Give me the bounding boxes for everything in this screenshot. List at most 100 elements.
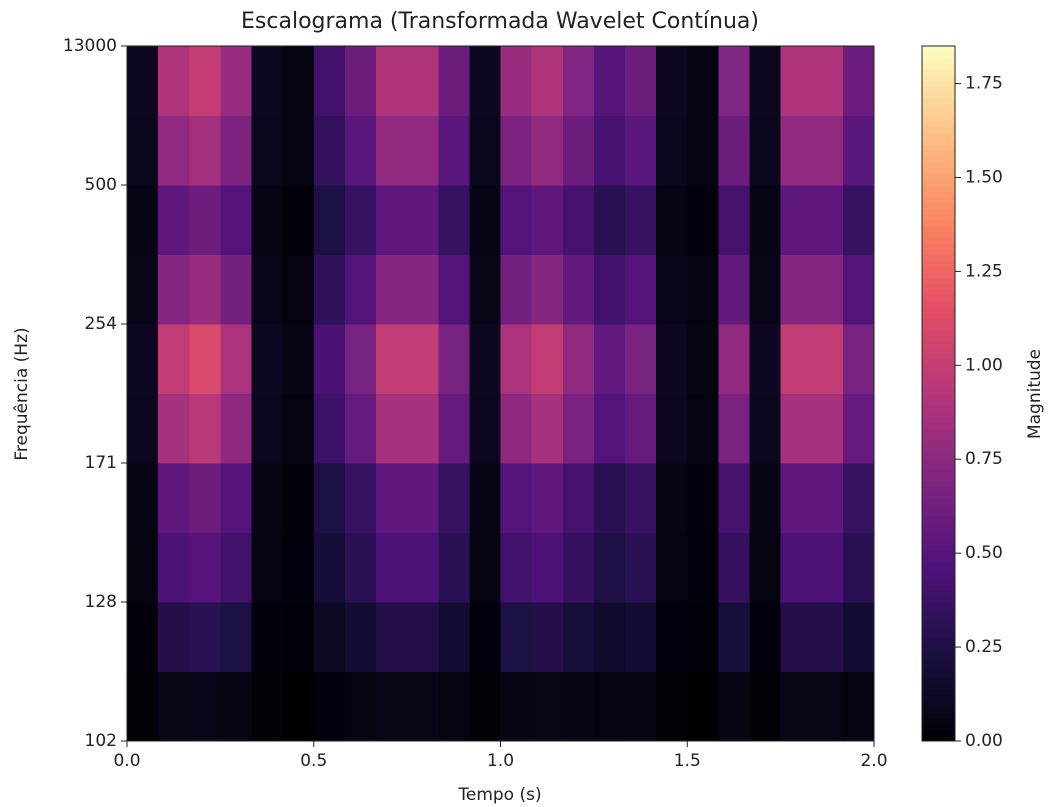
heatmap-cell xyxy=(811,602,844,673)
heatmap-cell xyxy=(687,393,719,464)
colorbar-segment xyxy=(922,150,955,157)
heatmap-cell xyxy=(313,46,346,117)
heatmap-cell xyxy=(687,46,719,117)
heatmap-cell xyxy=(593,254,626,325)
heatmap-cell xyxy=(687,324,719,395)
colorbar-segment xyxy=(922,260,955,267)
colorbar-segment xyxy=(922,98,955,105)
heatmap-cell xyxy=(562,463,595,534)
x-axis-label: Tempo (s) xyxy=(457,785,541,805)
colorbar-segment xyxy=(922,144,955,151)
colorbar-segment xyxy=(922,434,955,441)
x-tick-label: 1.0 xyxy=(487,751,514,771)
colorbar-segment xyxy=(922,567,955,574)
heatmap-cell xyxy=(313,324,346,395)
heatmap-cell xyxy=(220,46,253,117)
colorbar-segment xyxy=(922,329,955,337)
heatmap-cell xyxy=(811,185,844,256)
colorbar-segment xyxy=(922,509,955,516)
colorbar-frame xyxy=(921,45,956,742)
heatmap-cell xyxy=(127,393,159,464)
heatmap-cell xyxy=(344,602,377,673)
colorbar-segment xyxy=(922,115,955,122)
heatmap-cell xyxy=(593,324,626,395)
heatmap-cell xyxy=(780,671,813,742)
heatmap-cell xyxy=(500,115,533,186)
heatmap-cell xyxy=(625,46,657,117)
colorbar-segment xyxy=(922,109,955,117)
heatmap-cell xyxy=(469,46,502,117)
heatmap-cell xyxy=(313,254,346,325)
colorbar-segment xyxy=(922,416,955,424)
colorbar-segment xyxy=(922,219,955,227)
colorbar-segment xyxy=(922,179,955,186)
colorbar-segment xyxy=(922,405,955,412)
colorbar-segment xyxy=(922,121,955,128)
heatmap-cell xyxy=(531,185,564,256)
heatmap-cell xyxy=(780,393,813,464)
heatmap-cell xyxy=(842,463,875,534)
colorbar-segment xyxy=(922,515,955,522)
heatmap-cell xyxy=(407,185,439,256)
heatmap-cell xyxy=(313,532,346,603)
colorbar-segment xyxy=(922,202,955,209)
heatmap-cell xyxy=(438,324,470,395)
colorbar-segment xyxy=(922,173,955,180)
heatmap-cell xyxy=(811,532,844,603)
heatmap-cell xyxy=(531,393,564,464)
heatmap-cell xyxy=(189,185,221,256)
colorbar-segment xyxy=(922,312,955,319)
colorbar-segment xyxy=(922,602,955,609)
heatmap-cell xyxy=(531,46,564,117)
colorbar-segment xyxy=(922,318,955,325)
heatmap-cell xyxy=(656,324,688,395)
heatmap-cell xyxy=(562,324,595,395)
heatmap-cell xyxy=(251,254,284,325)
heatmap-cell xyxy=(438,115,470,186)
colorbar-segment xyxy=(922,457,955,464)
heatmap-cell xyxy=(313,185,346,256)
heatmap-cell xyxy=(842,46,875,117)
heatmap-cell xyxy=(562,46,595,117)
heatmap-cell xyxy=(500,185,533,256)
colorbar-segment xyxy=(922,648,955,655)
colorbar-segment xyxy=(922,254,955,261)
heatmap-cell xyxy=(780,602,813,673)
heatmap-cell xyxy=(251,671,284,742)
heatmap-cell xyxy=(593,463,626,534)
heatmap-cell xyxy=(189,254,221,325)
heatmap-cell xyxy=(407,602,439,673)
heatmap-cell xyxy=(625,393,657,464)
heatmap-cell xyxy=(562,254,595,325)
heatmap-cell xyxy=(438,532,470,603)
heatmap-cell xyxy=(500,254,533,325)
heatmap-cell xyxy=(438,463,470,534)
heatmap-cell xyxy=(158,115,190,186)
colorbar-segment xyxy=(922,491,955,499)
colorbar-segment xyxy=(922,451,955,458)
x-tick-label: 0.0 xyxy=(113,751,140,771)
colorbar-segment xyxy=(922,659,955,667)
colorbar-segment xyxy=(922,578,955,586)
colorbar-segment xyxy=(922,92,955,99)
heatmap-cell xyxy=(749,532,782,603)
heatmap-cell xyxy=(282,115,315,186)
colorbar-label: Magnitude xyxy=(1025,349,1045,439)
heatmap-cell xyxy=(344,463,377,534)
colorbar-segment xyxy=(922,480,955,487)
heatmap-cell xyxy=(749,671,782,742)
heatmap-cell xyxy=(625,254,657,325)
heatmap-cell xyxy=(407,254,439,325)
colorbar-segment xyxy=(922,156,955,163)
heatmap-cell xyxy=(811,671,844,742)
heatmap-cell xyxy=(407,324,439,395)
colorbar-segment xyxy=(922,341,955,348)
heatmap-cell xyxy=(718,254,751,325)
colorbar-segment xyxy=(922,573,955,580)
heatmap-cell xyxy=(562,185,595,256)
heatmap-cell xyxy=(220,463,253,534)
heatmap-cell xyxy=(749,393,782,464)
heatmap-cell xyxy=(562,671,595,742)
heatmap-cell xyxy=(158,671,190,742)
